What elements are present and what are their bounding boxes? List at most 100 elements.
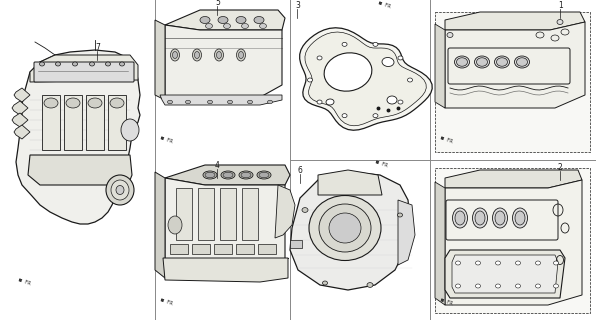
Bar: [242, 188, 258, 240]
Ellipse shape: [367, 283, 373, 287]
Polygon shape: [165, 10, 285, 30]
Ellipse shape: [237, 49, 246, 61]
Polygon shape: [445, 250, 565, 298]
Polygon shape: [28, 155, 132, 185]
FancyBboxPatch shape: [34, 62, 134, 82]
Bar: [192, 244, 210, 254]
Ellipse shape: [317, 56, 322, 60]
Text: 4: 4: [215, 161, 220, 170]
Text: ■ FR: ■ FR: [160, 297, 173, 306]
Ellipse shape: [496, 58, 508, 66]
Polygon shape: [398, 200, 415, 265]
Ellipse shape: [238, 52, 244, 59]
Ellipse shape: [515, 211, 525, 225]
Polygon shape: [12, 101, 28, 115]
Ellipse shape: [193, 49, 201, 61]
Ellipse shape: [455, 211, 465, 225]
Text: ■ FR: ■ FR: [375, 159, 389, 168]
Text: ■ FR: ■ FR: [160, 135, 173, 144]
Ellipse shape: [200, 17, 210, 23]
Text: 7: 7: [95, 43, 100, 52]
Ellipse shape: [236, 17, 246, 23]
Ellipse shape: [206, 23, 213, 28]
Ellipse shape: [492, 208, 508, 228]
Ellipse shape: [473, 208, 488, 228]
Polygon shape: [290, 172, 410, 290]
Ellipse shape: [218, 17, 228, 23]
Ellipse shape: [228, 100, 232, 104]
Ellipse shape: [517, 58, 527, 66]
Ellipse shape: [457, 58, 467, 66]
Ellipse shape: [452, 208, 467, 228]
Ellipse shape: [302, 208, 308, 212]
Text: ■ FR: ■ FR: [440, 135, 454, 144]
Polygon shape: [160, 95, 282, 105]
Ellipse shape: [268, 100, 272, 104]
Ellipse shape: [342, 114, 347, 118]
Ellipse shape: [317, 100, 322, 104]
Text: ■ FR: ■ FR: [440, 297, 454, 306]
Ellipse shape: [309, 196, 381, 260]
Polygon shape: [165, 165, 290, 185]
Ellipse shape: [342, 42, 347, 46]
Polygon shape: [445, 12, 585, 30]
Polygon shape: [445, 180, 582, 305]
Text: ■ FR: ■ FR: [18, 277, 32, 286]
Polygon shape: [155, 20, 165, 100]
Bar: [290, 240, 302, 248]
Ellipse shape: [116, 186, 124, 195]
Ellipse shape: [495, 284, 501, 288]
Text: 5: 5: [215, 0, 220, 7]
Polygon shape: [14, 88, 30, 102]
Ellipse shape: [535, 284, 541, 288]
Ellipse shape: [476, 261, 480, 265]
Ellipse shape: [495, 261, 501, 265]
Ellipse shape: [398, 100, 403, 104]
Ellipse shape: [557, 20, 563, 25]
Ellipse shape: [398, 56, 403, 60]
Bar: [64, 95, 82, 150]
Ellipse shape: [382, 58, 394, 67]
Ellipse shape: [495, 211, 505, 225]
Bar: [435, 12, 590, 152]
Ellipse shape: [241, 23, 249, 28]
Ellipse shape: [455, 261, 461, 265]
Ellipse shape: [223, 172, 233, 178]
Ellipse shape: [221, 171, 235, 179]
Bar: [176, 188, 192, 240]
Ellipse shape: [516, 284, 520, 288]
Polygon shape: [163, 258, 288, 282]
Ellipse shape: [513, 208, 527, 228]
Polygon shape: [165, 178, 285, 278]
Ellipse shape: [44, 98, 58, 108]
Bar: [435, 168, 590, 313]
Ellipse shape: [554, 284, 558, 288]
Text: 6: 6: [298, 166, 303, 175]
Ellipse shape: [239, 171, 253, 179]
Ellipse shape: [194, 52, 200, 59]
Ellipse shape: [516, 261, 520, 265]
Ellipse shape: [121, 119, 139, 141]
Ellipse shape: [329, 213, 361, 243]
Polygon shape: [452, 255, 558, 293]
Polygon shape: [12, 113, 28, 127]
Ellipse shape: [167, 100, 172, 104]
Ellipse shape: [455, 56, 470, 68]
Ellipse shape: [168, 216, 182, 234]
Polygon shape: [435, 182, 445, 305]
Ellipse shape: [475, 211, 485, 225]
Ellipse shape: [254, 17, 264, 23]
Ellipse shape: [259, 23, 266, 28]
Polygon shape: [445, 22, 585, 108]
Ellipse shape: [322, 281, 327, 285]
Ellipse shape: [373, 42, 378, 46]
Polygon shape: [155, 172, 165, 278]
Bar: [220, 188, 236, 240]
Ellipse shape: [455, 284, 461, 288]
Ellipse shape: [447, 33, 453, 37]
Polygon shape: [445, 170, 582, 188]
Polygon shape: [305, 32, 426, 126]
Ellipse shape: [106, 175, 134, 205]
Ellipse shape: [408, 78, 412, 82]
Polygon shape: [16, 50, 140, 224]
